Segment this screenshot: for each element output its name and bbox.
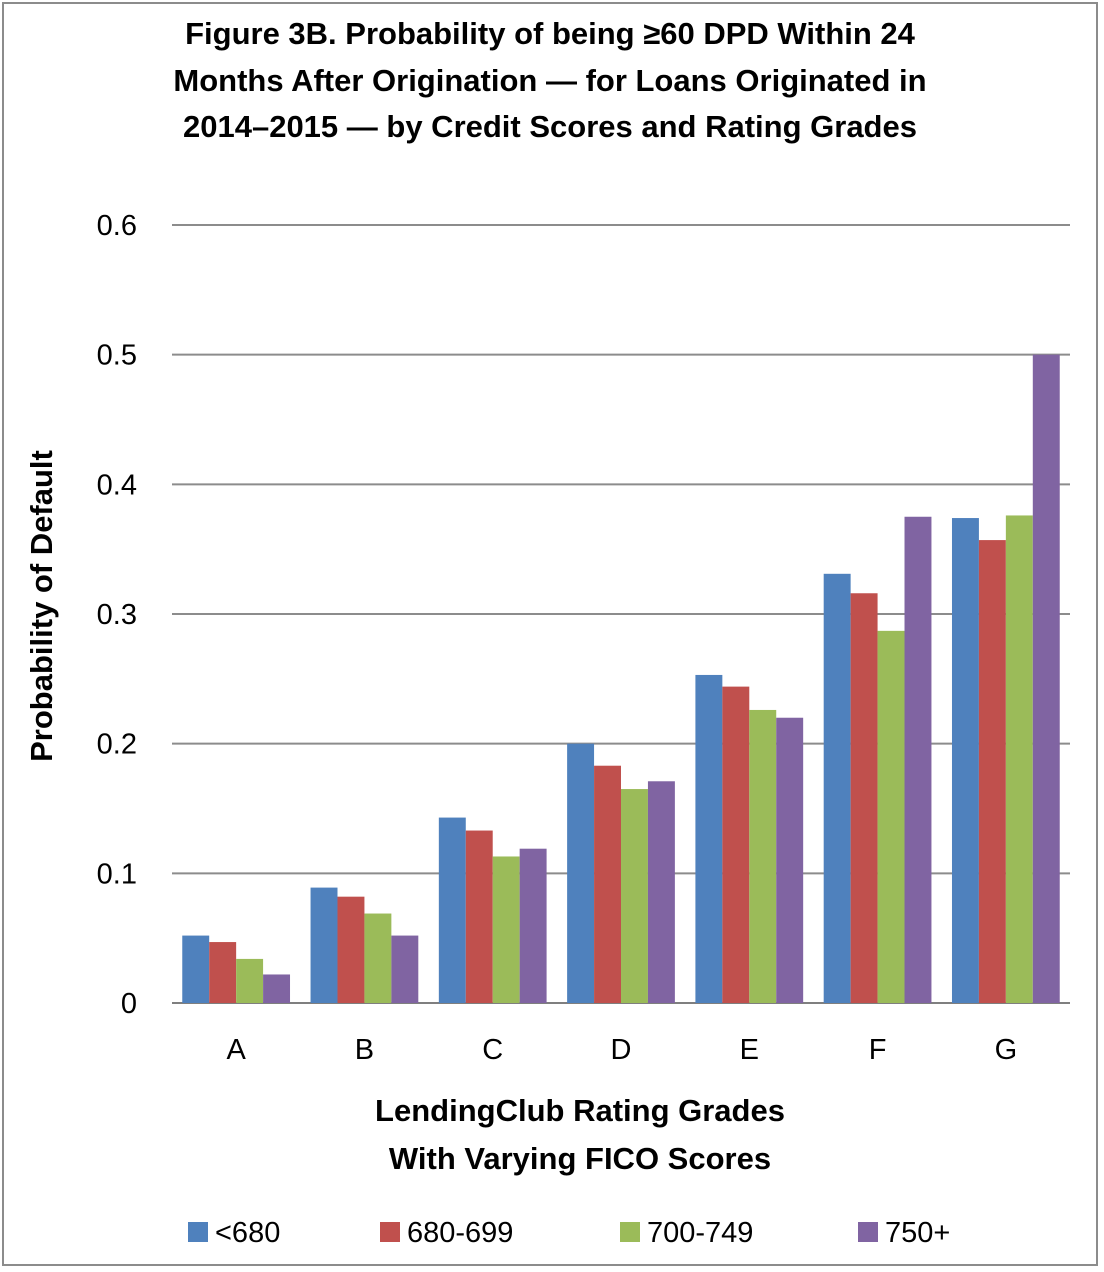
y-tick-label: 0.5 bbox=[97, 340, 137, 372]
y-tick-label: 0.6 bbox=[97, 210, 137, 242]
y-tick-label: 0.3 bbox=[97, 599, 137, 631]
bar-B-<680 bbox=[310, 887, 338, 1003]
bar-C-680-699 bbox=[465, 830, 493, 1003]
bar-G-750+ bbox=[1032, 354, 1060, 1004]
x-tick-label: F bbox=[869, 1034, 887, 1066]
x-tick-label: C bbox=[482, 1034, 503, 1066]
bar-B-750+ bbox=[391, 935, 419, 1003]
bar-G-700-749 bbox=[1005, 515, 1033, 1003]
bar-C-700-749 bbox=[492, 856, 520, 1003]
y-tick-label: 0.2 bbox=[97, 729, 137, 761]
bar-E-750+ bbox=[776, 717, 804, 1003]
chart-title-line-2: Months After Origination — for Loans Ori… bbox=[173, 63, 926, 98]
chart-title-line-3: 2014–2015 — by Credit Scores and Rating … bbox=[183, 109, 917, 144]
y-tick-label: 0.1 bbox=[97, 858, 137, 890]
legend-label: 680-699 bbox=[407, 1217, 513, 1249]
bar-E-<680 bbox=[695, 674, 723, 1003]
bar-D-700-749 bbox=[621, 789, 648, 1003]
bar-A-750+ bbox=[263, 974, 291, 1003]
bar-B-680-699 bbox=[337, 896, 365, 1003]
bar-C-<680 bbox=[438, 817, 466, 1003]
x-axis-title-line-2: With Varying FICO Scores bbox=[389, 1141, 771, 1176]
chart-title-line-1: Figure 3B. Probability of being ≥60 DPD … bbox=[185, 16, 916, 51]
bar-D-<680 bbox=[567, 743, 595, 1003]
x-tick-labels: A B C D E F G bbox=[226, 1034, 1017, 1066]
bar-A-680-699 bbox=[209, 942, 237, 1003]
y-tick-label: 0.4 bbox=[97, 469, 137, 501]
x-tick-label: D bbox=[611, 1034, 632, 1066]
legend-label: <680 bbox=[215, 1217, 280, 1249]
legend-swatch bbox=[188, 1222, 208, 1242]
y-tick-labels: 0 0.1 0.2 0.3 0.4 0.5 0.6 bbox=[97, 210, 137, 1020]
y-axis-title: Probability of Default bbox=[24, 450, 59, 762]
legend-swatch bbox=[620, 1222, 640, 1242]
bar-D-750+ bbox=[647, 781, 675, 1003]
bar-A-700-749 bbox=[236, 958, 264, 1003]
x-axis-title-line-1: LendingClub Rating Grades bbox=[375, 1093, 785, 1128]
bar-F-750+ bbox=[904, 516, 932, 1003]
legend-label: 700-749 bbox=[647, 1217, 753, 1249]
y-tick-label: 0 bbox=[121, 988, 137, 1020]
bar-E-700-749 bbox=[749, 709, 777, 1003]
legend-swatch bbox=[380, 1222, 400, 1242]
bar-C-750+ bbox=[519, 848, 547, 1003]
bar-F-680-699 bbox=[850, 593, 878, 1003]
x-tick-label: E bbox=[740, 1034, 759, 1066]
bar-F-700-749 bbox=[877, 630, 905, 1003]
x-tick-label: B bbox=[355, 1034, 374, 1066]
x-tick-label: G bbox=[995, 1034, 1018, 1066]
bar-A-<680 bbox=[182, 935, 210, 1003]
bar-B-700-749 bbox=[364, 913, 392, 1003]
bar-D-680-699 bbox=[594, 765, 621, 1003]
x-tick-label: A bbox=[226, 1034, 246, 1066]
legend: <680 680-699 700-749 750+ bbox=[188, 1217, 950, 1249]
bar-G-<680 bbox=[951, 518, 979, 1003]
bars bbox=[182, 354, 1060, 1004]
bar-F-<680 bbox=[823, 573, 851, 1003]
legend-label: 750+ bbox=[885, 1217, 950, 1249]
bar-E-680-699 bbox=[722, 686, 750, 1003]
bar-G-680-699 bbox=[978, 540, 1006, 1003]
legend-swatch bbox=[858, 1222, 878, 1242]
